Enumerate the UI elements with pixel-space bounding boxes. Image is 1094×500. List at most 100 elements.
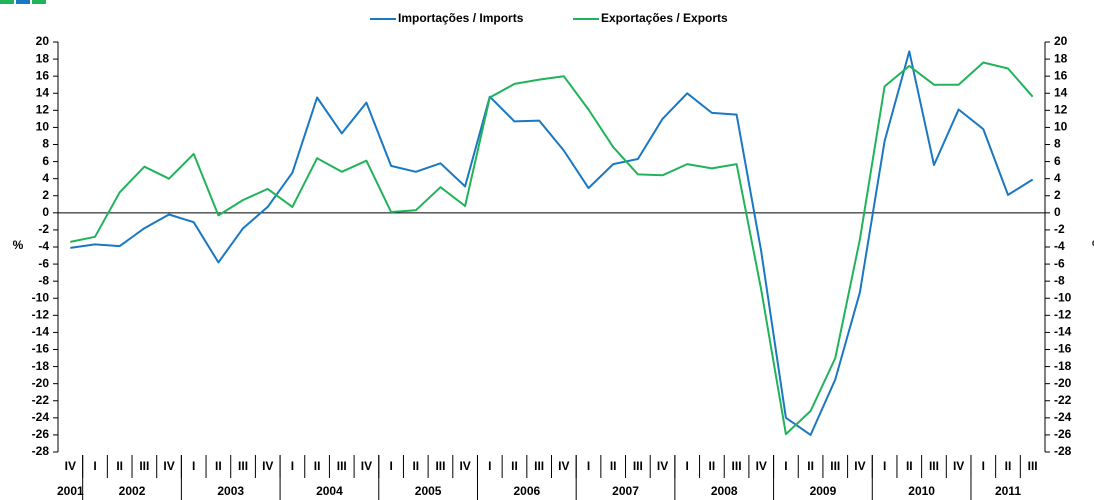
logo-bit <box>16 0 30 4</box>
series-line <box>70 61 1034 436</box>
year-label: 2010 <box>908 484 935 498</box>
x-tick-label: IV <box>854 459 865 473</box>
y2-tick-label: 10 <box>1054 120 1068 134</box>
x-tick-label: III <box>1028 459 1038 473</box>
year-label: 2011 <box>995 484 1021 498</box>
year-label: 2002 <box>119 484 146 498</box>
y-tick-label: 2 <box>42 188 49 202</box>
y-tick-label: 6 <box>42 154 49 168</box>
y-tick-label: -18 <box>32 359 50 373</box>
legend-label: Exportações / Exports <box>601 11 728 25</box>
x-tick-label: II <box>1005 459 1012 473</box>
logo-bit <box>32 0 46 4</box>
x-tick-label: I <box>389 459 392 473</box>
series-line <box>70 50 1034 436</box>
x-tick-label: I <box>291 459 294 473</box>
y-tick-label: -10 <box>32 290 50 304</box>
x-tick-label: IV <box>558 459 569 473</box>
y-axis-label: % <box>13 238 24 252</box>
x-tick-label: IV <box>756 459 767 473</box>
x-tick-label: III <box>337 459 347 473</box>
y2-tick-label: -22 <box>1054 393 1072 407</box>
y2-tick-label: 18 <box>1054 51 1068 65</box>
y-tick-label: 18 <box>36 51 50 65</box>
y2-tick-label: 0 <box>1054 205 1061 219</box>
x-tick-label: IV <box>361 459 372 473</box>
x-tick-label: I <box>93 459 96 473</box>
y2-tick-label: -12 <box>1054 308 1072 322</box>
x-tick-label: III <box>633 459 643 473</box>
y2-tick-label: 14 <box>1054 85 1068 99</box>
x-tick-label: I <box>192 459 195 473</box>
x-tick-label: III <box>732 459 742 473</box>
y-tick-label: 12 <box>36 103 50 117</box>
x-tick-label: I <box>686 459 689 473</box>
y-tick-label: 4 <box>42 171 49 185</box>
y2-tick-label: -18 <box>1054 359 1072 373</box>
x-tick-label: IV <box>65 459 76 473</box>
year-label: 2001 <box>57 484 84 498</box>
y2-tick-label: 4 <box>1054 171 1061 185</box>
year-label: 2003 <box>217 484 244 498</box>
y-tick-label: 14 <box>36 85 50 99</box>
y-tick-label: 0 <box>42 205 49 219</box>
y-tick-label: 16 <box>36 68 50 82</box>
y2-tick-label: -24 <box>1054 410 1072 424</box>
x-tick-label: IV <box>459 459 470 473</box>
y2-tick-label: -2 <box>1054 222 1065 236</box>
x-tick-label: III <box>435 459 445 473</box>
x-tick-label: II <box>807 459 814 473</box>
year-label: 2005 <box>415 484 442 498</box>
y2-tick-label: -16 <box>1054 342 1072 356</box>
x-tick-label: IV <box>262 459 273 473</box>
x-tick-label: II <box>511 459 518 473</box>
y-tick-label: 10 <box>36 120 50 134</box>
y2-tick-label: -4 <box>1054 239 1065 253</box>
y-tick-label: -12 <box>32 308 50 322</box>
x-tick-label: II <box>610 459 617 473</box>
y-tick-label: -4 <box>38 239 49 253</box>
x-tick-label: II <box>314 459 321 473</box>
x-tick-label: IV <box>953 459 964 473</box>
y-tick-label: -8 <box>38 273 49 287</box>
y-tick-label: -16 <box>32 342 50 356</box>
y2-tick-label: -8 <box>1054 273 1065 287</box>
y-tick-label: -22 <box>32 393 50 407</box>
y-tick-label: -14 <box>32 325 50 339</box>
x-tick-label: I <box>488 459 491 473</box>
x-tick-label: I <box>982 459 985 473</box>
year-label: 2004 <box>316 484 343 498</box>
logo-bit <box>0 0 14 4</box>
y2-tick-label: 2 <box>1054 188 1061 202</box>
y2-tick-label: -26 <box>1054 427 1072 441</box>
x-tick-label: IV <box>657 459 668 473</box>
x-tick-label: I <box>883 459 886 473</box>
y-tick-label: -20 <box>32 376 50 390</box>
legend-label: Importações / Imports <box>398 11 524 25</box>
y2-tick-label: -14 <box>1054 325 1072 339</box>
y2-tick-label: 20 <box>1054 34 1068 48</box>
year-label: 2007 <box>612 484 639 498</box>
y-tick-label: -2 <box>38 222 49 236</box>
y2-tick-label: 16 <box>1054 68 1068 82</box>
year-label: 2009 <box>810 484 837 498</box>
x-tick-label: III <box>830 459 840 473</box>
x-tick-label: II <box>709 459 716 473</box>
y2-tick-label: 8 <box>1054 137 1061 151</box>
x-tick-label: IV <box>163 459 174 473</box>
x-tick-label: III <box>929 459 939 473</box>
y2-tick-label: 6 <box>1054 154 1061 168</box>
year-label: 2008 <box>711 484 738 498</box>
y2-axis-label: % <box>1092 238 1094 252</box>
x-tick-label: III <box>534 459 544 473</box>
x-tick-label: II <box>215 459 222 473</box>
year-label: 2006 <box>513 484 540 498</box>
x-tick-label: II <box>116 459 123 473</box>
y2-tick-label: -6 <box>1054 256 1065 270</box>
y-tick-label: -26 <box>32 427 50 441</box>
x-tick-label: I <box>587 459 590 473</box>
x-tick-label: III <box>139 459 149 473</box>
y2-tick-label: -28 <box>1054 444 1072 458</box>
y-tick-label: -6 <box>38 256 49 270</box>
